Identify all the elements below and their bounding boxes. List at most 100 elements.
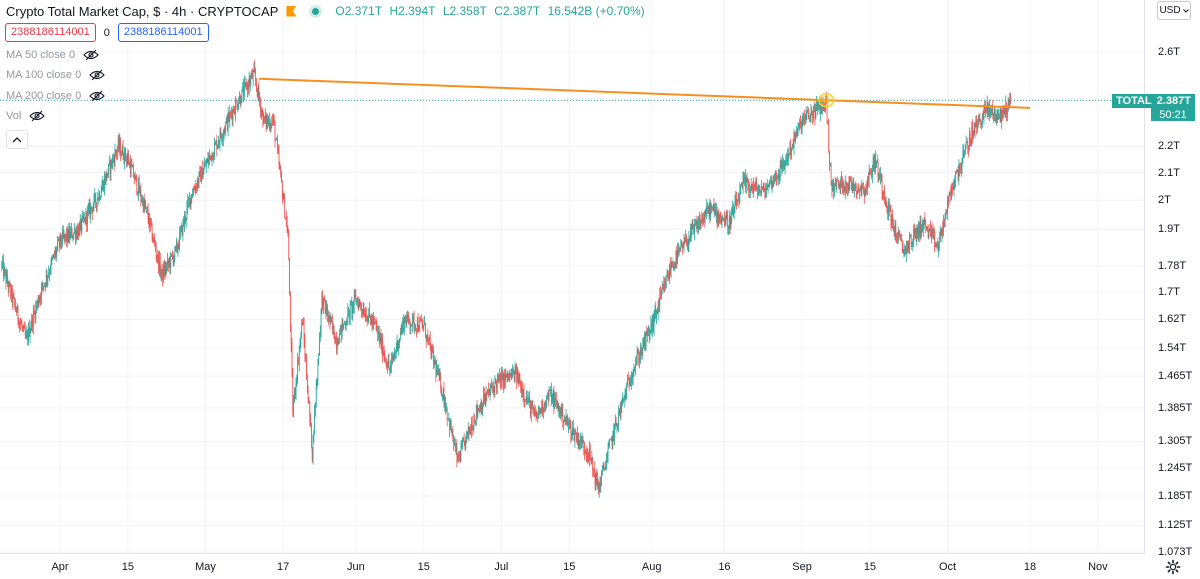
gear-icon[interactable] <box>1165 559 1181 575</box>
candle-body <box>615 419 617 426</box>
candle-body <box>357 301 359 309</box>
candle-body <box>709 204 711 217</box>
candle-body <box>722 218 724 220</box>
candle-body <box>434 360 436 364</box>
candle-body <box>49 270 51 273</box>
candle-body <box>633 370 635 372</box>
candle-body <box>846 182 847 187</box>
candle-body <box>817 101 819 110</box>
eye-hidden-icon[interactable] <box>83 49 99 61</box>
chart-area[interactable] <box>0 0 1145 554</box>
chart-title[interactable]: Crypto Total Market Cap, $ · 4h · CRYPTO… <box>6 3 279 19</box>
candle-body <box>552 393 554 401</box>
candle-body <box>425 323 426 338</box>
eye-hidden-icon[interactable] <box>89 90 105 102</box>
candle-body <box>357 299 358 302</box>
candle-body <box>644 335 646 347</box>
candle-body <box>378 331 380 342</box>
candle-body <box>659 294 661 307</box>
candle-body <box>549 389 551 391</box>
legend-volume[interactable]: Vol <box>6 110 46 122</box>
legend-ma-100[interactable]: MA 100 close 0 <box>6 69 105 81</box>
candle-body <box>801 119 803 131</box>
candle-body <box>956 170 958 172</box>
candle-body <box>866 188 868 190</box>
candle-body <box>294 390 296 394</box>
candle-body <box>879 174 880 179</box>
candle-body <box>739 189 741 203</box>
candle-body <box>838 183 840 188</box>
candlestick-chart[interactable] <box>0 0 1144 553</box>
price-tick-label: 1.465T <box>1158 370 1193 383</box>
candle-body <box>976 121 977 128</box>
candle-body <box>217 145 218 150</box>
candle-body <box>399 339 400 343</box>
candle-body <box>492 386 493 389</box>
candle-body <box>682 244 683 248</box>
bar-countdown: 50:21 <box>1151 108 1195 121</box>
candle-body <box>381 338 383 348</box>
legend-ma-50[interactable]: MA 50 close 0 <box>6 49 99 61</box>
candle-body <box>310 418 311 424</box>
candle-body <box>732 207 734 217</box>
candle-body <box>283 196 285 200</box>
candle-body <box>889 208 891 210</box>
candle-body <box>519 380 521 382</box>
candle-body <box>974 125 976 134</box>
candle-body <box>835 184 837 186</box>
candle-body <box>538 408 539 413</box>
candle-body <box>34 312 36 319</box>
currency-select[interactable]: USD <box>1157 1 1191 20</box>
candle-body <box>694 225 695 233</box>
collapse-legend-button[interactable] <box>6 130 28 149</box>
candle-body <box>55 250 57 255</box>
candle-body <box>760 191 762 193</box>
legend-ma-200[interactable]: MA 200 close 0 <box>6 90 105 102</box>
candle-body <box>56 248 58 255</box>
candle-body <box>108 164 109 174</box>
candle-body <box>560 407 561 416</box>
candle-body <box>116 152 117 154</box>
candle-body <box>847 183 849 190</box>
candle-body <box>631 378 632 382</box>
candle-body <box>565 416 567 421</box>
candle-body <box>221 136 223 139</box>
candle-body <box>244 82 246 84</box>
time-axis[interactable]: Apr 15 May 17 Jun 15 Jul 15 Aug 16 Sep 15 Oct 18 Nov <box>0 554 1144 579</box>
candle-body <box>903 249 905 252</box>
candle-body <box>723 217 724 219</box>
candle-body <box>372 318 374 325</box>
candle-body <box>442 388 444 396</box>
candle-body <box>79 220 81 225</box>
candle-body <box>74 230 75 233</box>
candle-body <box>256 87 258 97</box>
candle-body <box>130 163 132 174</box>
candle-body <box>135 175 137 178</box>
market-status-icon <box>312 7 320 15</box>
candle-body <box>704 212 706 221</box>
candle-body <box>477 409 479 414</box>
candle-body <box>793 133 795 148</box>
candle-body <box>420 321 422 322</box>
candle-body <box>758 191 759 194</box>
candle-body <box>551 400 553 404</box>
alert-price-red[interactable]: 2388186114001 <box>5 23 96 42</box>
candle-body <box>143 199 145 211</box>
flag-icon[interactable] <box>286 5 297 17</box>
candle-body <box>38 300 40 305</box>
candle-body <box>882 193 884 194</box>
candle-body <box>246 83 248 90</box>
candle-body <box>778 173 779 179</box>
candle-body <box>421 321 423 325</box>
alert-price-blue[interactable]: 2388186114001 <box>117 23 209 42</box>
price-axis[interactable]: 2.6T 2.2T 2.1T 2T 1.9T 1.78T 1.7T 1.62T 1.54T 1.4… <box>1145 0 1200 558</box>
eye-hidden-icon[interactable] <box>89 69 105 81</box>
candle-body <box>123 158 125 162</box>
eye-hidden-icon[interactable] <box>29 110 46 122</box>
candle-body <box>685 236 686 243</box>
candle-body <box>724 223 726 226</box>
candle-body <box>490 385 492 391</box>
candle-body <box>711 206 713 208</box>
candle-body <box>247 83 248 90</box>
candle-body <box>53 253 55 257</box>
